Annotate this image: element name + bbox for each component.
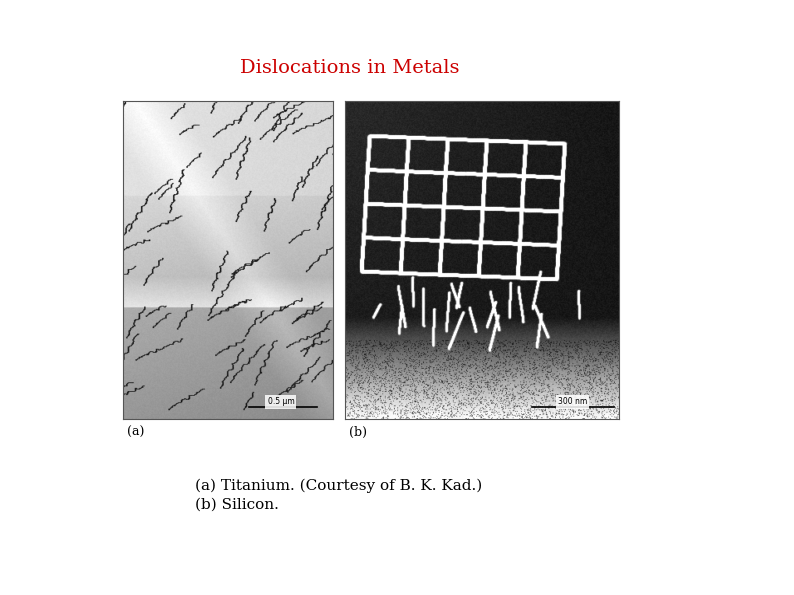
Text: 300 nm: 300 nm (558, 397, 588, 406)
Text: 0.5 μm: 0.5 μm (268, 397, 295, 406)
Text: (a): (a) (127, 426, 145, 439)
Text: (a) Titanium. (Courtesy of B. K. Kad.)
(b) Silicon.: (a) Titanium. (Courtesy of B. K. Kad.) (… (195, 479, 482, 512)
Text: Dislocations in Metals: Dislocations in Metals (240, 60, 459, 77)
Text: (b): (b) (349, 426, 368, 439)
